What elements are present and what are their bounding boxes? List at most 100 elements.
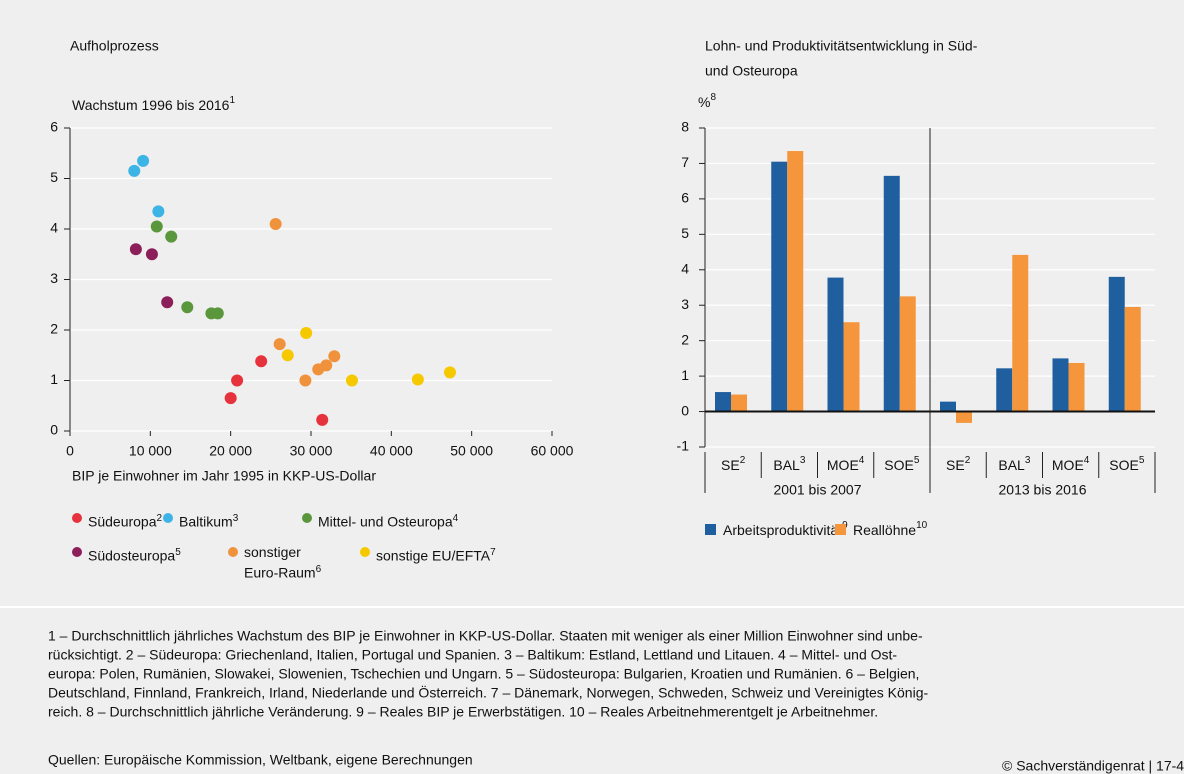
y-tick-label: 1 xyxy=(681,367,689,383)
legend-label: Reallöhne10 xyxy=(853,520,928,538)
bar xyxy=(940,401,956,412)
x-tick-label-note: 4 xyxy=(859,455,865,466)
bar xyxy=(1124,306,1141,412)
bar xyxy=(731,394,747,412)
legend-label-note: 10 xyxy=(916,520,928,531)
bar xyxy=(899,296,916,412)
footnote: europa: Polen, Rumänien, Slowakei, Slowe… xyxy=(48,666,919,682)
legend-text: sonstige EU/EFTA xyxy=(376,547,491,564)
legend-item: Baltikum3 xyxy=(163,510,238,531)
y-tick-label: 5 xyxy=(50,169,58,185)
legend-item: Mittel- und Osteuropa4 xyxy=(302,510,458,531)
footnote: rücksichtigt. 2 – Südeuropa: Griechenlan… xyxy=(48,647,897,663)
x-tick-label: 30 000 xyxy=(290,443,333,459)
point xyxy=(345,374,358,387)
x-tick-label: 0 xyxy=(66,443,74,459)
legend-marker xyxy=(835,524,846,535)
x-tick-label: MOE4 xyxy=(827,455,865,473)
footnote: Deutschland, Finnland, Frankreich, Irlan… xyxy=(48,684,928,701)
x-tick-label-note: 3 xyxy=(1025,455,1031,466)
legend-marker xyxy=(360,547,370,557)
x-tick-label: 50 000 xyxy=(450,443,493,459)
y-axis-unit: %8 xyxy=(698,92,716,110)
x-tick-label-text: SOE xyxy=(884,457,914,473)
copyright: © Sachverständigenrat | 17-438 xyxy=(1002,758,1184,774)
y-tick-label: 4 xyxy=(50,220,58,236)
y-tick-label: 5 xyxy=(681,225,689,241)
legend-marker xyxy=(163,513,173,523)
group-label: 2013 bis 2016 xyxy=(999,482,1087,498)
x-tick-label-note: 2 xyxy=(740,455,746,466)
x-tick-label: 40 000 xyxy=(370,443,413,459)
bar xyxy=(1068,362,1085,412)
group-label: 2001 bis 2007 xyxy=(774,482,862,498)
x-tick-label: BAL3 xyxy=(998,455,1030,473)
x-tick-label-text: BAL xyxy=(998,457,1025,473)
x-tick-label: 10 000 xyxy=(129,443,172,459)
legend-label: Mittel- und Osteuropa4 xyxy=(318,510,458,531)
y-axis-unit-note: 8 xyxy=(710,92,716,103)
x-tick-label-note: 5 xyxy=(1139,455,1145,466)
point xyxy=(255,355,268,368)
x-tick-label: 60 000 xyxy=(531,443,574,459)
point xyxy=(269,217,282,230)
legend-text: Mittel- und Osteuropa xyxy=(318,513,453,530)
legend-text: Baltikum xyxy=(179,513,233,530)
point xyxy=(316,413,329,426)
bar xyxy=(1012,254,1029,412)
y-tick-label: -1 xyxy=(677,438,690,454)
y-tick-label: 8 xyxy=(681,119,689,135)
point xyxy=(224,392,237,405)
x-tick-label-note: 4 xyxy=(1084,455,1090,466)
legend-label: Baltikum3 xyxy=(179,510,238,531)
y-tick-label: 0 xyxy=(681,402,689,418)
footnote: reich. 8 – Durchschnittlich jährliche Ve… xyxy=(48,704,878,720)
legend-marker xyxy=(72,547,82,557)
legend-text: Südosteuropa xyxy=(88,547,176,564)
point xyxy=(273,338,286,351)
point xyxy=(181,301,194,314)
legend-marker xyxy=(72,513,82,523)
bar xyxy=(771,161,788,412)
x-tick-label-text: SE xyxy=(946,457,965,473)
chart-title: Lohn- und Produktivitätsentwicklung in S… xyxy=(705,38,978,54)
y-tick-label: 3 xyxy=(681,296,689,312)
legend-item: sonstiger Euro-Raum6 xyxy=(228,544,338,582)
legend-label: sonstiger Euro-Raum6 xyxy=(244,544,338,582)
point xyxy=(411,373,424,386)
chart-title: Aufholprozess xyxy=(70,38,159,54)
legend-note: 6 xyxy=(315,564,322,575)
point xyxy=(129,243,142,256)
legend-text: sonstiger Euro-Raum xyxy=(244,544,316,581)
legend-item: sonstige EU/EFTA7 xyxy=(360,544,496,565)
point xyxy=(320,359,333,372)
point xyxy=(328,350,341,363)
x-tick-label-text: SE xyxy=(721,457,740,473)
point xyxy=(165,230,178,243)
point xyxy=(152,205,165,218)
legend-label-text: Reallöhne xyxy=(853,522,916,538)
point xyxy=(150,220,163,233)
x-tick-label-note: 3 xyxy=(800,455,806,466)
footnote: 1 – Durchschnittlich jährliches Wachstum… xyxy=(48,628,923,644)
y-tick-label: 0 xyxy=(50,422,58,438)
x-axis-label: BIP je Einwohner im Jahr 1995 in KKP-US-… xyxy=(72,468,376,484)
x-tick-label: MOE4 xyxy=(1052,455,1090,473)
x-tick-label-text: SOE xyxy=(1109,457,1139,473)
y-tick-label: 3 xyxy=(50,270,58,286)
source: Quellen: Europäische Kommission, Weltban… xyxy=(48,752,473,768)
x-tick-label-note: 5 xyxy=(914,455,920,466)
legend-note: 3 xyxy=(232,513,239,524)
legend-note: 4 xyxy=(452,513,459,524)
y-tick-label: 4 xyxy=(681,260,689,276)
y-axis-unit-text: % xyxy=(698,94,710,110)
y-tick-label: 2 xyxy=(681,331,689,347)
x-tick-label: SE2 xyxy=(946,455,971,473)
point xyxy=(145,248,158,261)
bar xyxy=(996,368,1013,412)
x-tick-label: SOE5 xyxy=(884,455,920,473)
legend-marker xyxy=(302,513,312,523)
bar xyxy=(1108,276,1125,412)
